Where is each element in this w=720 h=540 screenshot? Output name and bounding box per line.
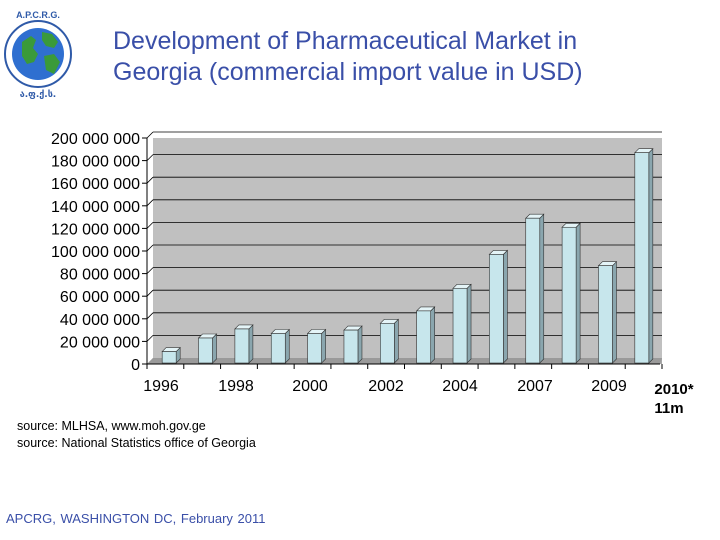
bar-front [343, 329, 359, 364]
bar-side [466, 283, 472, 364]
y-tick-label: 200 000 000 [51, 131, 140, 148]
bar-front [198, 337, 213, 364]
gridline-depth [146, 267, 154, 274]
bar-front [270, 333, 286, 364]
x-tick-label: 1998 [218, 378, 254, 395]
bar-side [321, 328, 326, 364]
bar [634, 147, 654, 364]
y-tick-label: 60 000 000 [60, 289, 140, 306]
logo-bottom-text: ა.ფ.ქ.ს. [20, 90, 56, 100]
footer-text: APCRG, WASHINGTON DC, February 2011 [6, 511, 266, 526]
source-line-2: source: National Statistics office of Ge… [17, 436, 256, 450]
bar-side [357, 325, 363, 364]
y-tick-label: 180 000 000 [51, 154, 140, 171]
bar [525, 213, 545, 364]
gridline-depth [146, 312, 154, 320]
bar [452, 283, 472, 364]
title-line-1: Development of Pharmaceutical Market in [113, 27, 578, 55]
bar-side [430, 306, 435, 364]
gridline-depth [146, 131, 154, 139]
bar [234, 324, 254, 364]
bar-side [648, 147, 654, 364]
plot-background [153, 138, 662, 358]
bar-side [539, 213, 545, 364]
y-axis: 0 20 000 000 40 000 000 60 000 000 80 000 00… [51, 131, 148, 374]
y-tick-label: 120 000 000 [51, 221, 140, 238]
bar-front [598, 265, 613, 364]
bar [415, 306, 436, 364]
y-tick-label: 80 000 000 [60, 267, 140, 284]
plot-area [146, 131, 662, 364]
source-line-1: source: MLHSA, www.moh.gov.ge [17, 419, 206, 433]
page-title: Development of Pharmaceutical Market in … [113, 26, 673, 88]
bar-front [416, 310, 431, 364]
gridline-depth [146, 176, 154, 184]
bar [488, 249, 509, 364]
bar-front [489, 254, 504, 364]
bar-side [394, 318, 399, 364]
bar-side [284, 328, 290, 364]
gridline-depth [146, 289, 154, 297]
bar-front [161, 351, 177, 364]
bar-side [212, 333, 217, 364]
bars [161, 147, 654, 364]
y-tick-label: 160 000 000 [51, 176, 140, 193]
y-tick-label: 0 [131, 357, 140, 374]
bar-front [634, 152, 650, 364]
bar-front [307, 333, 322, 364]
x-tick-label: 2000 [292, 378, 328, 395]
title-line-2: Georgia (commercial import value in USD) [113, 58, 583, 86]
bar-front [234, 328, 250, 364]
logo-top-text: A.P.C.R.G. [16, 10, 60, 20]
gridline-depth [146, 154, 154, 161]
gridline-depth [146, 335, 154, 342]
bar-chart: 0 20 000 000 40 000 000 60 000 000 80 000 00… [51, 131, 694, 417]
y-tick-label: 140 000 000 [51, 199, 140, 216]
bar-side [248, 324, 254, 364]
x-axis: 1996 1998 2000 2002 2004 2007 2009 2010* 11m [143, 363, 694, 417]
bar-front [452, 287, 468, 364]
plot-floor [147, 358, 662, 364]
bar-front [380, 323, 395, 364]
bar-front [561, 226, 577, 364]
bar-front [525, 217, 541, 364]
y-tick-label: 100 000 000 [51, 244, 140, 261]
y-tick-label: 20 000 000 [60, 334, 140, 351]
x-tick-label: 2002 [368, 378, 404, 395]
x-tick-label-2010: 2010* [654, 381, 693, 398]
x-tick-label: 2004 [442, 378, 478, 395]
bar [343, 325, 363, 364]
bar-side [612, 260, 617, 364]
bar [197, 333, 218, 364]
x-tick-label: 2009 [591, 378, 627, 395]
y-tick-label: 40 000 000 [60, 312, 140, 329]
bar-side [503, 249, 508, 364]
gridline-depth [146, 199, 154, 207]
bar [161, 346, 181, 364]
bar [561, 222, 581, 364]
gridline-depth [146, 244, 154, 252]
bar-side [575, 222, 581, 364]
gridline-depth [146, 222, 154, 229]
bar [270, 328, 290, 364]
bar [306, 328, 327, 364]
x-tick-label: 1996 [143, 378, 179, 395]
apcrg-logo: A.P.C.R.G. ა.ფ.ქ.ს. [4, 10, 72, 100]
x-tick-label: 2007 [517, 378, 553, 395]
bar [597, 260, 618, 364]
bar [379, 318, 400, 364]
x-tick-label-11m: 11m [654, 400, 683, 417]
